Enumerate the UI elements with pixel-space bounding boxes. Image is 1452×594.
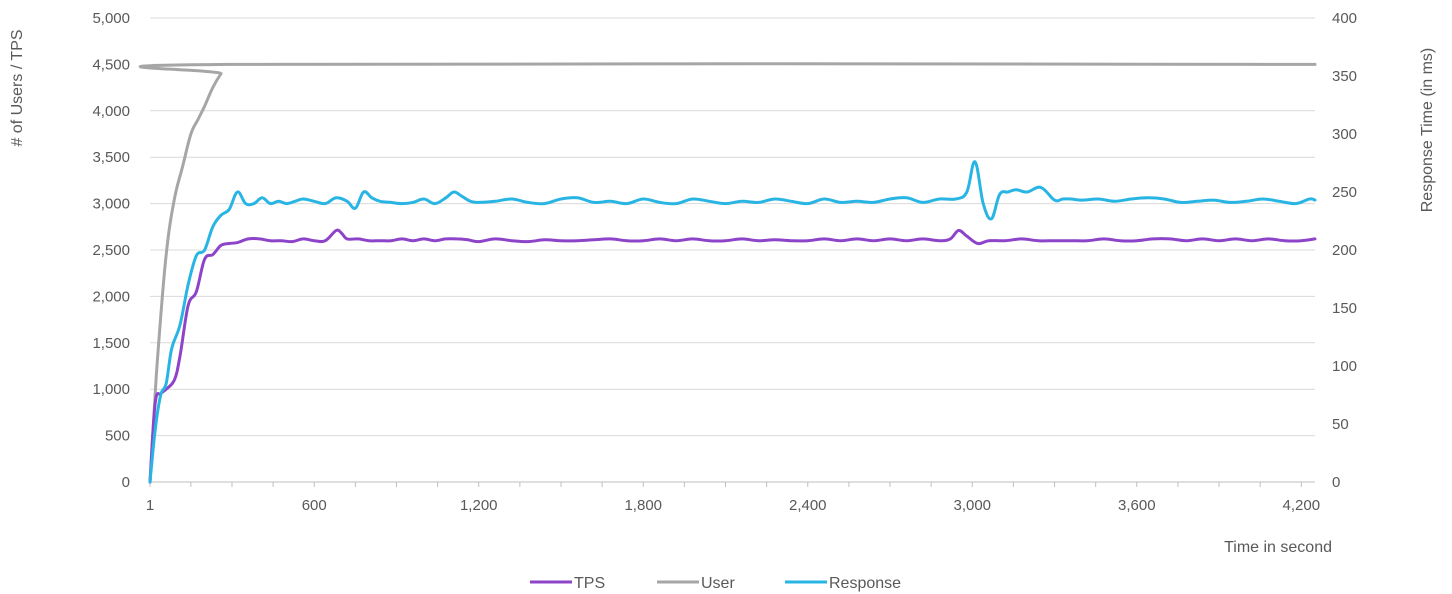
- y-axis-left-title: # of Users / TPS: [9, 29, 26, 146]
- y-left-tick-label: 5,000: [92, 10, 130, 27]
- series-lines: [138, 62, 1317, 484]
- legend-item-response[interactable]: Response: [785, 575, 901, 592]
- y-axis-right-title: Response Time (in ms): [1419, 48, 1436, 213]
- y-left-tick-label: 4,500: [92, 56, 130, 73]
- legend-label: Response: [829, 575, 901, 592]
- y-left-tick-label: 500: [105, 428, 130, 445]
- x-tick-label: 3,000: [953, 497, 991, 514]
- series-line-tps: [148, 228, 1317, 484]
- x-tick-label: 3,600: [1118, 497, 1156, 514]
- y-right-tick-label: 300: [1332, 126, 1357, 143]
- y-right-tick-label: 250: [1332, 184, 1357, 201]
- x-tick-label: 2,400: [789, 497, 827, 514]
- x-axis-title: Time in second: [1224, 539, 1332, 556]
- legend-label: User: [701, 575, 735, 592]
- y-right-tick-label: 200: [1332, 242, 1357, 259]
- y-left-tick-label: 2,000: [92, 288, 130, 305]
- y-left-tick-label: 3,500: [92, 149, 130, 166]
- y-right-tick-label: 350: [1332, 68, 1357, 85]
- y-left-tick-label: 1,500: [92, 335, 130, 352]
- y-right-tick-label: 0: [1332, 474, 1340, 491]
- x-tick-label: 1,800: [624, 497, 662, 514]
- series-line-response: [148, 160, 1317, 484]
- x-tick-label: 1: [146, 497, 154, 514]
- axes: [149, 481, 1315, 487]
- y-left-tick-label: 1,000: [92, 381, 130, 398]
- gridlines: [150, 17, 1315, 437]
- legend[interactable]: TPS User Response: [530, 575, 901, 592]
- y-right-tick-label: 50: [1332, 416, 1349, 433]
- series-line-user: [138, 62, 1317, 484]
- y-left-tick-label: 3,000: [92, 196, 130, 213]
- legend-item-user[interactable]: User: [657, 575, 735, 592]
- y-right-tick-label: 150: [1332, 300, 1357, 317]
- x-tick-label: 4,200: [1283, 497, 1321, 514]
- y-right-tick-label: 400: [1332, 10, 1357, 27]
- x-tick-label: 1,200: [460, 497, 498, 514]
- y-left-tick-label: 4,000: [92, 103, 130, 120]
- y-left-tick-label: 0: [122, 474, 130, 491]
- y-right-tick-label: 100: [1332, 358, 1357, 375]
- legend-item-tps[interactable]: TPS: [530, 575, 605, 592]
- legend-label: TPS: [574, 575, 605, 592]
- x-tick-label: 600: [302, 497, 327, 514]
- tick-labels: 05001,0001,5002,0002,5003,0003,5004,0004…: [92, 10, 1357, 514]
- y-left-tick-label: 2,500: [92, 242, 130, 259]
